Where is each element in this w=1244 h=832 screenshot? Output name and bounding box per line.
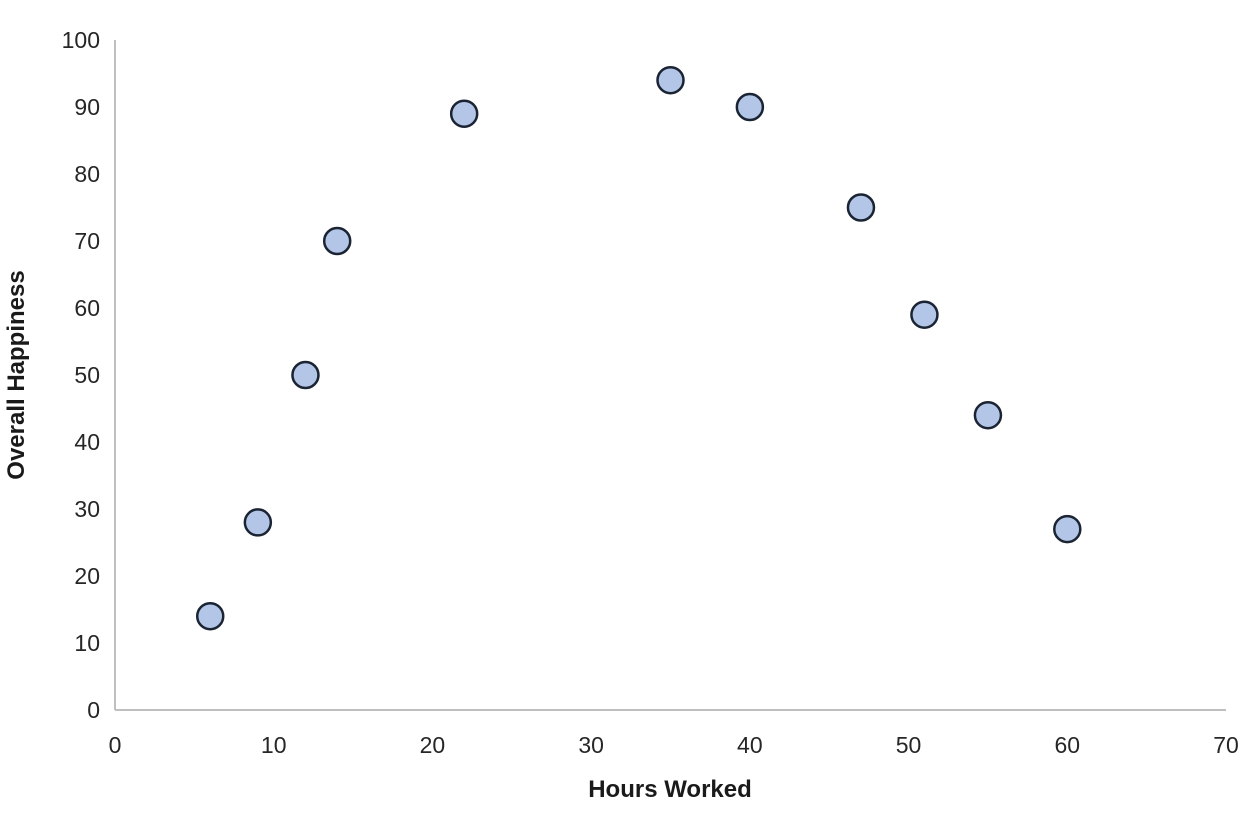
x-tick-label: 20 — [420, 732, 446, 758]
x-tick-label: 40 — [737, 732, 763, 758]
y-tick-label: 90 — [74, 94, 100, 120]
y-tick-label: 100 — [62, 27, 100, 53]
y-tick-label: 80 — [74, 161, 100, 187]
x-tick-label: 70 — [1213, 732, 1239, 758]
y-tick-label: 50 — [74, 362, 100, 388]
x-axis-title: Hours Worked — [588, 776, 752, 803]
x-tick-label: 0 — [109, 732, 122, 758]
x-tick-label: 60 — [1054, 732, 1080, 758]
x-tick-label: 10 — [261, 732, 287, 758]
data-point — [910, 300, 939, 329]
y-tick-label: 10 — [74, 630, 100, 656]
x-axis-tick-labels: 0 10 20 30 40 50 60 70 — [109, 732, 1239, 758]
data-point — [291, 360, 320, 390]
data-point — [846, 193, 876, 222]
data-point — [195, 601, 225, 631]
data-point — [656, 65, 685, 95]
y-tick-label: 40 — [74, 429, 100, 455]
y-tick-label: 30 — [74, 496, 100, 522]
data-point — [449, 99, 479, 128]
data-point — [322, 226, 352, 256]
data-point — [735, 92, 765, 122]
data-point — [243, 508, 273, 537]
data-points — [195, 65, 1082, 631]
y-tick-label: 60 — [74, 295, 100, 321]
x-tick-label: 30 — [578, 732, 604, 758]
y-tick-label: 20 — [74, 563, 100, 589]
y-tick-label: 0 — [87, 697, 100, 723]
x-tick-label: 50 — [896, 732, 922, 758]
y-axis-title: Overall Happiness — [3, 270, 30, 479]
y-axis-tick-labels: 0 10 20 30 40 50 60 70 80 90 100 — [62, 27, 100, 723]
data-point — [973, 400, 1003, 430]
y-tick-label: 70 — [74, 228, 100, 254]
axes — [114, 40, 1226, 711]
data-point — [1053, 514, 1082, 544]
